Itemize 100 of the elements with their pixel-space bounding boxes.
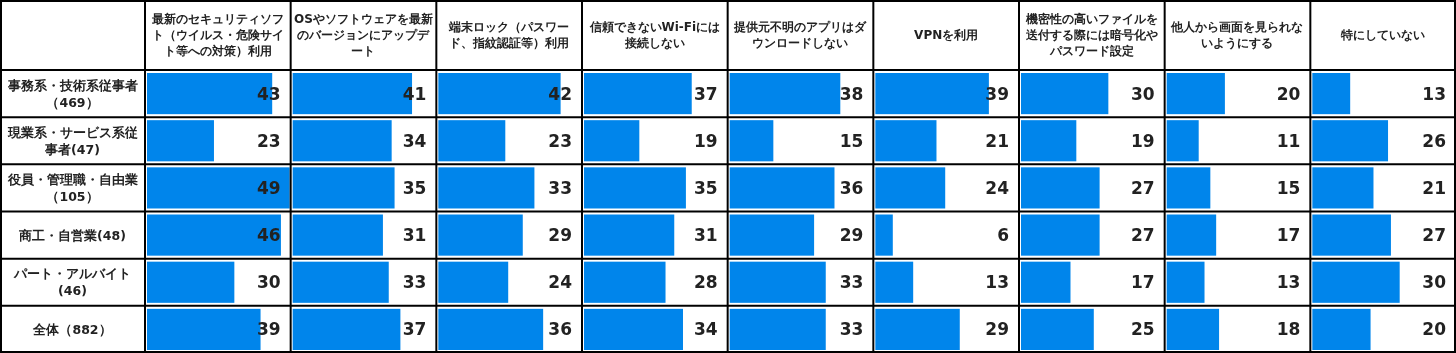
chart-title: 提供元不明のアプリはダウンロードしない — [733, 19, 868, 52]
data-label: 35 — [693, 176, 718, 199]
bar — [1021, 308, 1094, 350]
data-label: 6 — [996, 224, 1009, 247]
bar — [438, 308, 544, 350]
bar — [584, 214, 675, 256]
bar — [1312, 73, 1351, 115]
data-label: 34 — [401, 129, 427, 152]
bar — [438, 261, 509, 303]
bar — [1166, 73, 1225, 115]
bar — [1021, 73, 1109, 115]
bar — [1166, 167, 1211, 209]
data-label: 33 — [838, 318, 864, 341]
data-label: 17 — [1275, 224, 1301, 247]
data-label: 13 — [1421, 82, 1446, 105]
data-label: 29 — [838, 224, 864, 247]
y-tick-label: 現業系・サービス系従事者(47) — [6, 123, 139, 159]
data-label: 27 — [1130, 176, 1155, 199]
data-label: 29 — [547, 224, 572, 247]
data-label: 28 — [693, 271, 718, 294]
data-label: 13 — [1275, 271, 1301, 294]
data-label: 24 — [547, 271, 572, 294]
data-label: 19 — [1130, 129, 1155, 152]
bar — [584, 120, 640, 162]
data-label: 17 — [1130, 271, 1155, 294]
chart-title: 信頼できないWi-Fiには接続しない — [588, 19, 722, 52]
data-label: 23 — [256, 129, 281, 152]
data-label: 36 — [547, 318, 572, 341]
data-label: 33 — [401, 271, 427, 294]
bar — [147, 214, 281, 256]
bar — [584, 308, 683, 350]
data-label: 20 — [1275, 82, 1301, 105]
bar — [1166, 308, 1220, 350]
data-label: 15 — [1275, 176, 1301, 199]
bar — [875, 308, 960, 350]
data-label: 24 — [984, 176, 1009, 199]
data-label: 25 — [1130, 318, 1155, 341]
data-label: 27 — [1130, 224, 1155, 247]
bar — [875, 214, 893, 256]
data-label: 34 — [693, 318, 718, 341]
data-label: 30 — [256, 271, 281, 294]
data-label: 23 — [547, 129, 572, 152]
bar — [438, 120, 506, 162]
bar — [1021, 214, 1100, 256]
y-tick-label: 事務系・技術系従事者（469） — [6, 76, 139, 112]
bar — [729, 261, 826, 303]
bar — [875, 167, 946, 209]
bar — [584, 261, 666, 303]
bar — [1021, 167, 1100, 209]
bar — [875, 120, 937, 162]
data-label: 46 — [256, 224, 281, 247]
bar — [1312, 167, 1374, 209]
data-label: 21 — [1421, 176, 1446, 199]
bar — [1312, 261, 1400, 303]
data-label: 26 — [1421, 129, 1446, 152]
data-label: 13 — [984, 271, 1009, 294]
data-label: 29 — [984, 318, 1009, 341]
chart-title: 端末ロック（パスワード、指紋認証等）利用 — [448, 19, 571, 52]
data-label: 21 — [984, 129, 1009, 152]
chart-title: OSやソフトウェアを最新のバージョンにアップデート — [293, 11, 434, 60]
data-label: 31 — [693, 224, 718, 247]
bar — [438, 167, 535, 209]
data-label: 31 — [401, 224, 427, 247]
y-tick-label: パート・アルバイト(46) — [12, 265, 132, 301]
data-label: 37 — [693, 82, 718, 105]
bar — [1166, 214, 1217, 256]
chart-title: 他人から画面を見られないようにする — [1170, 19, 1305, 52]
bar — [1166, 120, 1199, 162]
data-label: 37 — [401, 318, 427, 341]
y-tick-label: 全体（882） — [32, 320, 113, 339]
data-label: 19 — [693, 129, 718, 152]
bar — [147, 120, 214, 162]
chart-title: 最新のセキュリティソフト（ウイルス・危険サイト等への対策）利用 — [150, 11, 285, 60]
data-label: 18 — [1275, 318, 1301, 341]
bar — [875, 261, 914, 303]
chart-title: 機密性の高いファイルを送付する際には暗号化やパスワード設定 — [1024, 11, 1159, 60]
data-label: 49 — [256, 176, 281, 199]
bar — [438, 214, 523, 256]
data-label: 35 — [401, 176, 427, 199]
bar — [729, 308, 826, 350]
bar — [584, 167, 686, 209]
bar — [729, 73, 841, 115]
bar — [1166, 261, 1205, 303]
y-tick-label: 役員・管理職・自由業（105） — [6, 170, 139, 206]
bar — [584, 73, 692, 115]
data-label: 33 — [547, 176, 572, 199]
bar — [1021, 261, 1071, 303]
bar — [1312, 120, 1389, 162]
bar — [1312, 214, 1391, 256]
bar — [147, 261, 235, 303]
bar — [729, 167, 835, 209]
chart-title: 特にしていない — [1340, 27, 1427, 44]
data-label: 33 — [838, 271, 864, 294]
data-label: 11 — [1275, 129, 1301, 152]
bar — [729, 214, 815, 256]
data-label: 15 — [838, 129, 864, 152]
data-label: 27 — [1421, 224, 1446, 247]
data-label: 30 — [1421, 271, 1446, 294]
y-tick-label: 商工・自営業(48) — [18, 226, 127, 245]
data-label: 30 — [1130, 82, 1155, 105]
